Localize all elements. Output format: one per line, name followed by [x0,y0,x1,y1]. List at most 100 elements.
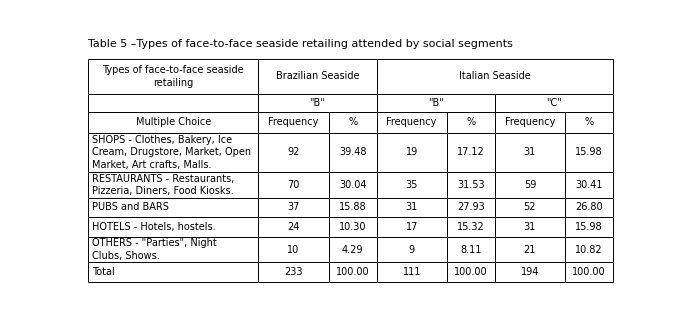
Bar [259,197,328,217]
Bar [328,197,376,217]
Bar [447,112,495,133]
Text: 59: 59 [524,180,536,190]
Bar [495,262,565,282]
Text: 31: 31 [524,148,536,157]
Text: Frequency: Frequency [268,117,319,127]
Text: 21: 21 [524,245,536,254]
Text: "B": "B" [310,98,326,108]
Text: SHOPS - Clothes, Bakery, Ice
Cream, Drugstore, Market, Open
Market, Art crafts, : SHOPS - Clothes, Bakery, Ice Cream, Drug… [92,135,251,170]
Text: %: % [584,117,594,127]
Text: 100.00: 100.00 [336,267,369,277]
Bar [376,112,447,133]
Text: 17.12: 17.12 [457,148,485,157]
Bar [447,217,495,237]
Text: 70: 70 [287,180,300,190]
Bar [565,197,613,217]
Text: 31: 31 [524,222,536,232]
Text: 233: 233 [285,267,303,277]
Text: 100.00: 100.00 [573,267,606,277]
Bar [447,262,495,282]
Bar [88,262,259,282]
Text: 52: 52 [524,203,536,212]
Text: Table 5 –Types of face-to-face seaside retailing attended by social segments: Table 5 –Types of face-to-face seaside r… [88,39,513,49]
Text: PUBS and BARS: PUBS and BARS [92,203,169,212]
Bar [259,59,376,94]
Bar [565,112,613,133]
Bar [376,172,447,197]
Text: 15.98: 15.98 [575,148,603,157]
Text: 10.30: 10.30 [339,222,367,232]
Text: 10: 10 [287,245,300,254]
Text: Total: Total [92,267,115,277]
Text: Brazilian Seaside: Brazilian Seaside [276,71,359,81]
Text: 39.48: 39.48 [339,148,367,157]
Text: 30.04: 30.04 [339,180,367,190]
Bar [495,237,565,262]
Bar [495,112,565,133]
Text: 31.53: 31.53 [457,180,484,190]
Bar [88,197,259,217]
Bar [376,217,447,237]
Text: OTHERS - "Parties", Night
Clubs, Shows.: OTHERS - "Parties", Night Clubs, Shows. [92,238,217,261]
Bar [88,112,259,133]
Text: 37: 37 [287,203,300,212]
Bar [88,59,259,94]
Bar [328,217,376,237]
Text: 100.00: 100.00 [454,267,488,277]
Bar [565,237,613,262]
Bar [259,217,328,237]
Text: %: % [348,117,357,127]
Bar [447,237,495,262]
Bar [565,133,613,172]
Text: 30.41: 30.41 [575,180,603,190]
Text: 15.32: 15.32 [457,222,485,232]
Bar [376,59,613,94]
Bar [565,172,613,197]
Bar [259,133,328,172]
Text: "C": "C" [546,98,562,108]
Bar [376,262,447,282]
Text: HOTELS - Hotels, hostels.: HOTELS - Hotels, hostels. [92,222,215,232]
Text: 111: 111 [402,267,421,277]
Text: Italian Seaside: Italian Seaside [459,71,531,81]
Text: Types of face-to-face seaside
retailing: Types of face-to-face seaside retailing [103,65,244,87]
Text: 4.29: 4.29 [342,245,363,254]
Bar [447,197,495,217]
Bar [259,237,328,262]
Text: %: % [466,117,475,127]
Text: Multiple Choice: Multiple Choice [135,117,211,127]
Bar [88,133,259,172]
Bar [88,94,259,112]
Text: RESTAURANTS - Restaurants,
Pizzeria, Diners, Food Kiosks.: RESTAURANTS - Restaurants, Pizzeria, Din… [92,174,234,196]
Text: "B": "B" [428,98,443,108]
Text: 15.88: 15.88 [339,203,367,212]
Text: 17: 17 [406,222,418,232]
Bar [328,237,376,262]
Bar [328,172,376,197]
Text: 8.11: 8.11 [460,245,482,254]
Bar [259,262,328,282]
Bar [495,217,565,237]
Bar [447,172,495,197]
Bar [376,94,495,112]
Text: 35: 35 [406,180,418,190]
Bar [565,262,613,282]
Text: Frequency: Frequency [386,117,437,127]
Bar [565,217,613,237]
Text: 26.80: 26.80 [575,203,603,212]
Text: 27.93: 27.93 [457,203,485,212]
Bar [495,94,613,112]
Text: 19: 19 [406,148,418,157]
Bar [495,197,565,217]
Text: 15.98: 15.98 [575,222,603,232]
Bar [259,94,376,112]
Bar [328,133,376,172]
Bar [88,172,259,197]
Bar [328,262,376,282]
Text: 92: 92 [287,148,300,157]
Text: 194: 194 [521,267,539,277]
Bar [376,133,447,172]
Bar [328,112,376,133]
Bar [259,172,328,197]
Bar [259,112,328,133]
